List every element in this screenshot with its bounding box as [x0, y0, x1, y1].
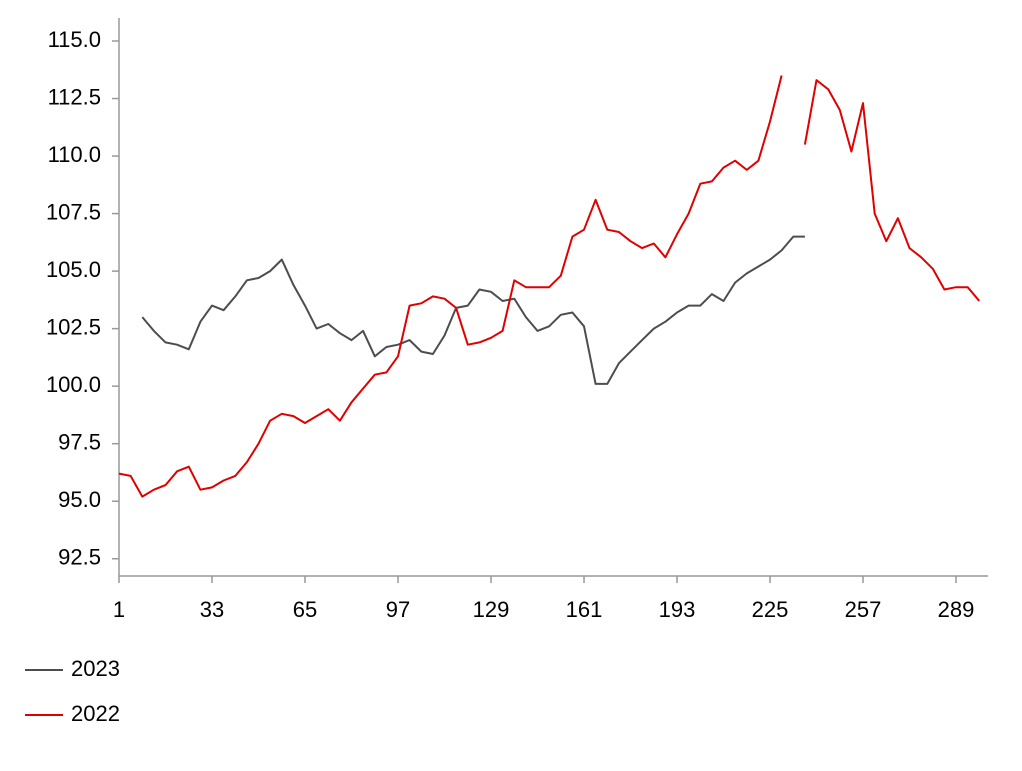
x-tick-label: 289 [938, 597, 975, 622]
legend-label: 2022 [71, 701, 120, 726]
x-tick-label: 193 [659, 597, 696, 622]
y-tick-label: 97.5 [58, 430, 101, 455]
y-tick-label: 110.0 [48, 142, 101, 167]
x-tick-label: 65 [293, 597, 317, 622]
legend-label: 2023 [71, 656, 120, 681]
x-tick-label: 225 [752, 597, 789, 622]
x-tick-label: 257 [845, 597, 882, 622]
y-tick-label: 102.5 [46, 314, 101, 339]
y-tick-label: 100.0 [46, 372, 101, 397]
y-tick-label: 105.0 [46, 257, 101, 282]
y-tick-label: 95.0 [58, 487, 101, 512]
x-tick-label: 161 [566, 597, 603, 622]
x-tick-label: 33 [200, 597, 224, 622]
x-tick-label: 129 [473, 597, 510, 622]
x-tick-label: 97 [386, 597, 410, 622]
series-line [141, 235, 805, 385]
y-tick-label: 112.5 [48, 84, 101, 109]
y-tick-label: 107.5 [46, 199, 101, 224]
y-tick-label: 92.5 [58, 545, 101, 570]
x-tick-label: 1 [113, 597, 125, 622]
series-line [118, 75, 981, 498]
y-tick-label: 115.0 [48, 27, 101, 52]
